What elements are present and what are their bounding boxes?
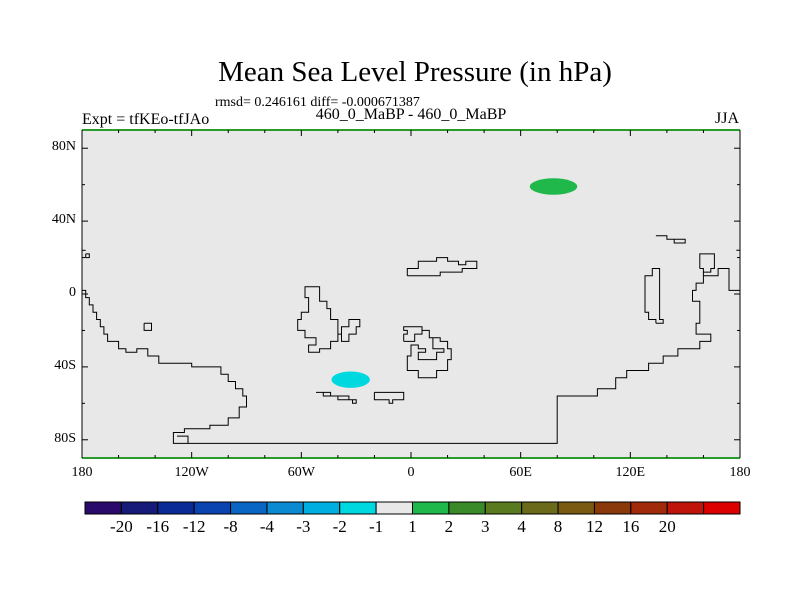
colorbar-label: 2 (444, 517, 454, 536)
colorbar-label: -20 (110, 517, 133, 536)
colorbar-swatch (266, 501, 304, 515)
ytick-label: 0 (69, 285, 76, 300)
colorbar-swatch (84, 501, 122, 515)
colorbar-label: 4 (517, 517, 526, 536)
positive-anomaly-north (529, 178, 578, 195)
colorbar-label: -4 (259, 517, 275, 536)
colorbar-swatch (120, 501, 159, 515)
coastline-11 (655, 235, 686, 244)
chart-title: Mean Sea Level Pressure (in hPa) (218, 56, 612, 88)
colorbar-swatch (703, 501, 741, 515)
ytick-label: 80N (51, 139, 76, 155)
colorbar-swatch (339, 501, 377, 515)
colorbar-label: 8 (553, 517, 563, 536)
xtick-label: 120W (174, 465, 209, 480)
coastline-7 (373, 391, 405, 404)
colorbar-label: -3 (296, 517, 311, 536)
xtick-label: 0 (407, 465, 415, 480)
colorbar-swatch (521, 501, 559, 515)
xtick-label: 180 (729, 465, 751, 480)
experiment-label: Expt = tfKEo-tfJAo (82, 111, 210, 128)
coastline-10 (644, 268, 664, 324)
xtick-label: 60E (509, 465, 532, 480)
colorbar-swatch (412, 501, 450, 515)
colorbar-label: 3 (481, 517, 490, 536)
colorbar-swatch (448, 501, 486, 515)
colorbar-label: -12 (182, 517, 206, 536)
colorbar-swatch (302, 501, 341, 515)
coastline-2 (85, 253, 90, 259)
season-label: JJA (715, 110, 740, 127)
xtick-label: 120E (615, 465, 646, 480)
colorbar-label: -16 (146, 517, 170, 536)
map-background (82, 130, 740, 458)
xtick-label: 180 (71, 465, 93, 480)
colorbar-swatch (484, 501, 523, 515)
colorbar-swatch (157, 501, 195, 515)
stats-line: rmsd= 0.246161 diff= -0.000671387 (215, 95, 420, 110)
coastline-1 (177, 435, 189, 444)
colorbar-label: -8 (223, 517, 238, 536)
colorbar-label: -1 (369, 517, 384, 536)
colorbar-swatch (593, 501, 632, 515)
colorbar-label: -2 (332, 517, 347, 536)
colorbar-label: 12 (585, 517, 603, 536)
colorbar-label: 1 (408, 517, 417, 536)
coastline-0 (82, 268, 740, 444)
ytick-label: 80S (54, 430, 76, 446)
coastline-4 (143, 322, 152, 331)
period-label: 460_0_MaBP - 460_0_MaBP (315, 106, 507, 123)
colorbar-label: 20 (658, 517, 676, 536)
colorbar-swatch (230, 501, 268, 515)
colorbar-swatch (630, 501, 668, 515)
coastline-8 (406, 257, 478, 277)
xtick-label: 60W (287, 465, 315, 480)
colorbar-label: 16 (622, 517, 640, 536)
negative-anomaly-south (331, 371, 370, 388)
colorbar-swatch (557, 501, 595, 515)
coastline-5 (297, 286, 361, 353)
ytick-label: 40N (51, 212, 76, 228)
coastline-6 (316, 391, 357, 404)
ytick-label: 40S (54, 357, 76, 373)
colorbar-swatch (375, 501, 414, 515)
coastline-12 (699, 253, 715, 273)
coastline-9 (403, 326, 452, 379)
colorbar-swatch (666, 501, 705, 515)
colorbar-swatch (193, 501, 232, 515)
